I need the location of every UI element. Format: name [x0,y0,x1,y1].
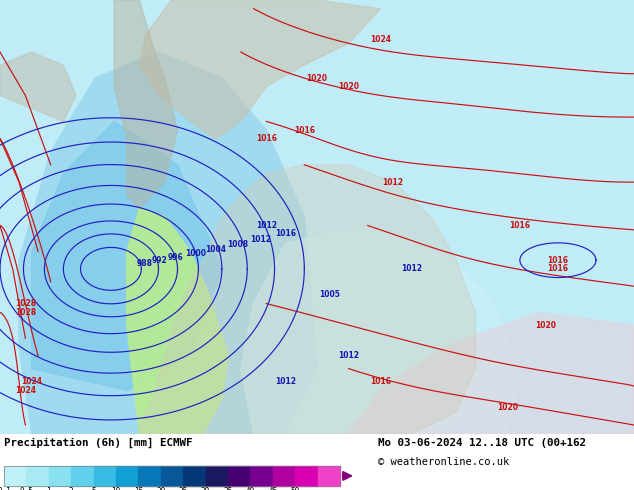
Text: 996: 996 [167,253,183,262]
Text: 20: 20 [156,487,165,490]
Text: 1024: 1024 [15,386,36,395]
Text: 2: 2 [69,487,74,490]
Bar [4,466,27,486]
Text: 0.1: 0.1 [0,487,11,490]
Bar [183,466,205,486]
Text: 1016: 1016 [547,265,569,273]
Text: 988: 988 [137,259,153,269]
Bar [138,466,161,486]
Text: 1012: 1012 [401,265,423,273]
Bar [116,466,138,486]
Text: 45: 45 [268,487,278,490]
Polygon shape [139,165,476,434]
Text: 1012: 1012 [256,221,277,230]
Bar [273,466,295,486]
Polygon shape [127,208,228,434]
Bar [250,466,273,486]
Text: 992: 992 [152,256,167,265]
Bar [71,466,94,486]
Text: 1016: 1016 [275,229,296,239]
Bar [318,466,340,486]
Text: 40: 40 [246,487,255,490]
Text: 1020: 1020 [496,403,518,412]
Text: 1012: 1012 [382,178,404,187]
Text: 1004: 1004 [205,245,226,254]
Text: 30: 30 [201,487,210,490]
Text: 0.5: 0.5 [20,487,34,490]
Text: 35: 35 [223,487,233,490]
Polygon shape [349,312,634,434]
Text: 1020: 1020 [306,74,328,82]
Text: 1016: 1016 [547,256,569,265]
Polygon shape [0,52,76,122]
Text: 1012: 1012 [338,351,359,360]
Polygon shape [32,122,222,390]
Bar [295,466,318,486]
Text: 10: 10 [112,487,120,490]
Text: Mo 03-06-2024 12..18 UTC (00+162: Mo 03-06-2024 12..18 UTC (00+162 [378,438,586,448]
Text: Precipitation (6h) [mm] ECMWF: Precipitation (6h) [mm] ECMWF [4,438,193,448]
Polygon shape [114,0,178,208]
Text: 1000: 1000 [185,249,206,258]
Text: 1020: 1020 [534,321,556,330]
Text: 1: 1 [46,487,51,490]
Text: 5: 5 [91,487,96,490]
Text: 1016: 1016 [370,377,391,386]
Text: 1028: 1028 [15,308,36,317]
Text: 15: 15 [134,487,143,490]
Text: 1016: 1016 [509,221,531,230]
Text: 1020: 1020 [338,82,359,91]
Text: 1012: 1012 [275,377,296,386]
Text: 50: 50 [290,487,300,490]
Bar [228,466,250,486]
Text: 1024: 1024 [21,377,42,386]
Text: 25: 25 [179,487,188,490]
Text: 1005: 1005 [320,291,340,299]
Bar [27,466,49,486]
Text: 1016: 1016 [294,125,315,135]
Text: 1012: 1012 [250,235,271,244]
Text: 1028: 1028 [15,299,36,308]
Bar [161,466,183,486]
Bar [205,466,228,486]
Polygon shape [19,52,317,434]
Bar [49,466,71,486]
Bar [94,466,116,486]
Text: 1024: 1024 [370,34,391,44]
Text: © weatheronline.co.uk: © weatheronline.co.uk [378,457,509,467]
Polygon shape [139,0,380,139]
Polygon shape [241,225,520,434]
Text: 1008: 1008 [227,240,248,249]
Bar [4,466,340,486]
Text: 1016: 1016 [256,134,277,143]
